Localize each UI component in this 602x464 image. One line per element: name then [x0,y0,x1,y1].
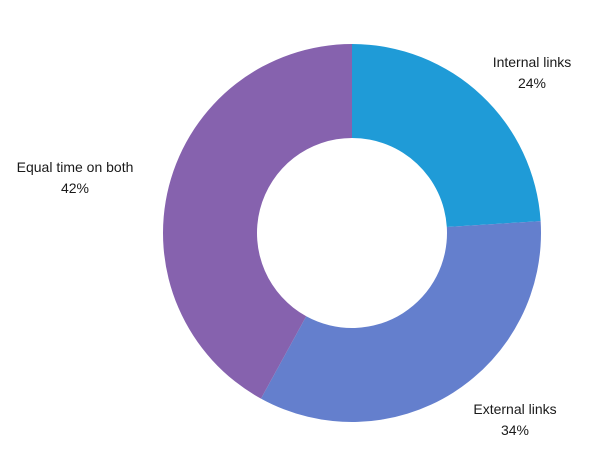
slice-label-value: 24% [518,75,546,91]
slice-label-name: Internal links [493,54,572,70]
labels-group: Internal links 24% External links 34% Equal … [17,54,572,438]
slice-external-links [260,221,541,422]
slice-internal-links [352,44,541,228]
slice-label-name: External links [473,401,556,417]
slices-group [162,44,541,422]
slice-equal-time-on-both [162,44,352,399]
slice-label-name: Equal time on both [17,159,134,175]
slice-label-value: 42% [61,180,89,196]
slice-label-value: 34% [501,422,529,438]
